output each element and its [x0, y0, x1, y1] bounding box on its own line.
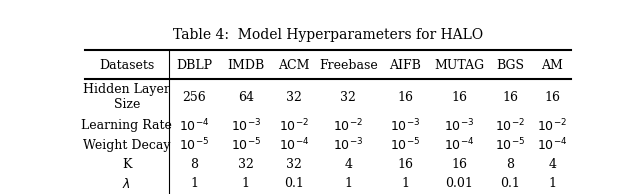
- Text: 4: 4: [344, 158, 352, 171]
- Text: 0.1: 0.1: [500, 177, 520, 190]
- Text: 16: 16: [502, 91, 518, 104]
- Text: 0.1: 0.1: [284, 177, 304, 190]
- Text: $10^{-5}$: $10^{-5}$: [230, 137, 260, 153]
- Text: 16: 16: [451, 158, 467, 171]
- Text: $10^{-2}$: $10^{-2}$: [495, 117, 525, 134]
- Text: MUTAG: MUTAG: [434, 59, 484, 72]
- Text: 16: 16: [451, 91, 467, 104]
- Text: 32: 32: [237, 158, 253, 171]
- Text: $10^{-2}$: $10^{-2}$: [333, 117, 364, 134]
- Text: BGS: BGS: [496, 59, 524, 72]
- Text: K: K: [122, 158, 132, 171]
- Text: DBLP: DBLP: [176, 59, 212, 72]
- Text: $10^{-2}$: $10^{-2}$: [279, 117, 309, 134]
- Text: 16: 16: [397, 158, 413, 171]
- Text: AIFB: AIFB: [389, 59, 421, 72]
- Text: 1: 1: [190, 177, 198, 190]
- Text: 32: 32: [286, 158, 302, 171]
- Text: $10^{-5}$: $10^{-5}$: [179, 137, 209, 153]
- Text: $10^{-4}$: $10^{-4}$: [444, 137, 474, 153]
- Text: 1: 1: [242, 177, 250, 190]
- Text: Datasets: Datasets: [99, 59, 154, 72]
- Text: Table 4:  Model Hyperparameters for HALO: Table 4: Model Hyperparameters for HALO: [173, 28, 483, 42]
- Text: $10^{-3}$: $10^{-3}$: [390, 117, 420, 134]
- Text: Learning Rate: Learning Rate: [81, 119, 172, 132]
- Text: 256: 256: [182, 91, 206, 104]
- Text: 32: 32: [340, 91, 356, 104]
- Text: 1: 1: [401, 177, 409, 190]
- Text: 8: 8: [190, 158, 198, 171]
- Text: $\lambda$: $\lambda$: [122, 177, 131, 191]
- Text: 1: 1: [548, 177, 556, 190]
- Text: $10^{-5}$: $10^{-5}$: [390, 137, 420, 153]
- Text: 4: 4: [548, 158, 556, 171]
- Text: 64: 64: [237, 91, 253, 104]
- Text: $10^{-3}$: $10^{-3}$: [230, 117, 260, 134]
- Text: $10^{-3}$: $10^{-3}$: [333, 137, 364, 153]
- Text: Freebase: Freebase: [319, 59, 378, 72]
- Text: Weight Decay: Weight Decay: [83, 139, 171, 152]
- Text: 16: 16: [544, 91, 560, 104]
- Text: 32: 32: [286, 91, 302, 104]
- Text: AM: AM: [541, 59, 563, 72]
- Text: ACM: ACM: [278, 59, 310, 72]
- Text: $10^{-4}$: $10^{-4}$: [179, 117, 209, 134]
- Text: $10^{-2}$: $10^{-2}$: [537, 117, 567, 134]
- Text: 8: 8: [506, 158, 515, 171]
- Text: IMDB: IMDB: [227, 59, 264, 72]
- Text: $10^{-3}$: $10^{-3}$: [444, 117, 474, 134]
- Text: $10^{-5}$: $10^{-5}$: [495, 137, 525, 153]
- Text: $10^{-4}$: $10^{-4}$: [279, 137, 309, 153]
- Text: Hidden Layer
Size: Hidden Layer Size: [83, 83, 170, 111]
- Text: 1: 1: [344, 177, 352, 190]
- Text: 0.01: 0.01: [445, 177, 473, 190]
- Text: $10^{-4}$: $10^{-4}$: [537, 137, 567, 153]
- Text: 16: 16: [397, 91, 413, 104]
